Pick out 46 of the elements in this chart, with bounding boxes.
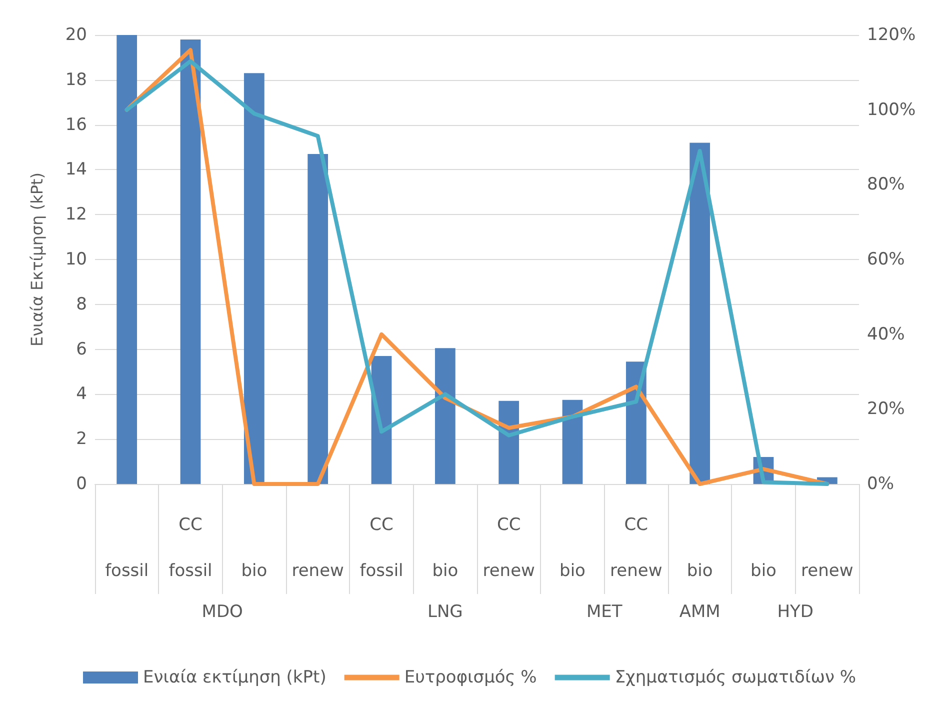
category-label: CC renew bbox=[610, 515, 662, 581]
y-tick-label: 16 bbox=[65, 114, 87, 135]
x-tick-label: renew bbox=[801, 561, 854, 581]
bar bbox=[116, 35, 138, 484]
text: MDO bbox=[202, 602, 243, 622]
y-tick-label: 8 bbox=[76, 294, 87, 314]
y-tick-label: 12 bbox=[65, 204, 87, 225]
x-tick-label: bio bbox=[241, 561, 268, 581]
y-tick-label: 4 bbox=[76, 384, 87, 404]
y2-tick-label: 0% bbox=[867, 474, 894, 494]
legend-label: Ενιαία εκτίμηση (kPt) bbox=[143, 668, 326, 688]
text: MET bbox=[586, 602, 623, 622]
y2-tick-label: 100% bbox=[867, 100, 916, 120]
y-axis-title: Ενιαία Εκτίμηση (kPt) bbox=[28, 172, 46, 346]
x-tick-label: bio bbox=[432, 561, 458, 581]
x-tick-label: bio bbox=[686, 561, 713, 581]
bar bbox=[244, 73, 264, 484]
bar bbox=[562, 400, 583, 484]
y2-tick-label: 60% bbox=[867, 250, 905, 270]
y2-tick-label: 40% bbox=[867, 324, 905, 344]
legend-label: Ευτροφισμός % bbox=[404, 668, 537, 688]
x-tick-label: bio bbox=[750, 561, 776, 581]
y-tick-label: 6 bbox=[76, 339, 87, 360]
x-tick-label: bio bbox=[560, 561, 586, 581]
y-tick-label: 0 bbox=[76, 474, 87, 494]
y2-tick-label: 20% bbox=[867, 399, 905, 420]
x-tick-label: fossil bbox=[105, 561, 149, 581]
text: LNG bbox=[427, 602, 463, 622]
category-label: CC fossil bbox=[168, 515, 212, 581]
y2-tick-label: 80% bbox=[867, 174, 905, 195]
y-tick-label: 18 bbox=[65, 70, 87, 90]
text: HYD bbox=[777, 602, 814, 622]
bar bbox=[308, 154, 328, 484]
text: AMM bbox=[679, 602, 720, 622]
y-tick-label: 14 bbox=[65, 160, 87, 180]
y-tick-label: 10 bbox=[65, 250, 87, 270]
category-label: CC renew bbox=[482, 515, 535, 581]
category-label: CC fossil bbox=[360, 515, 404, 581]
bar bbox=[180, 39, 201, 484]
y2-tick-label: 120% bbox=[867, 25, 916, 45]
bar bbox=[690, 142, 710, 484]
y-tick-label: 20 bbox=[65, 25, 87, 45]
bar bbox=[434, 348, 456, 484]
x-tick-label: renew bbox=[292, 561, 344, 581]
y-tick-label: 2 bbox=[76, 429, 87, 450]
legend-label: Σχηματισμός σωματιδίων % bbox=[614, 668, 856, 688]
